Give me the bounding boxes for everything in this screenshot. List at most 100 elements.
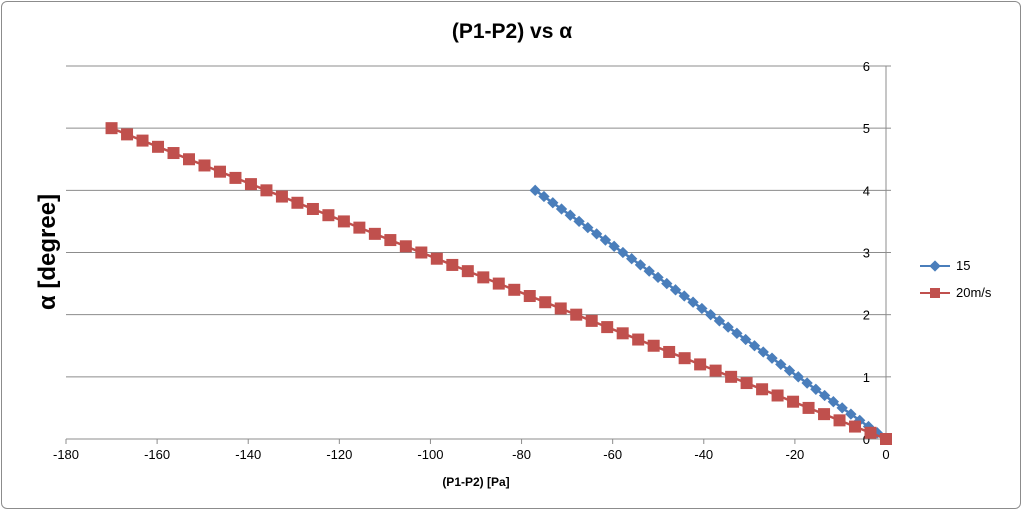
y-tick-label: 6 [863, 59, 870, 74]
data-point-20ms [492, 277, 505, 290]
data-point-20ms [880, 433, 892, 445]
data-point-20ms [771, 389, 784, 402]
y-tick-label: 3 [863, 246, 870, 261]
data-point-20ms [306, 202, 319, 215]
data-point-20ms [756, 383, 769, 396]
data-point-20ms [802, 401, 815, 414]
x-tick-label: -60 [603, 447, 622, 462]
data-point-20ms [585, 314, 598, 327]
y-axis-label: α [degree] [34, 194, 61, 310]
data-point-15 [818, 389, 831, 402]
legend-label-20ms: 20m/s [956, 285, 992, 300]
data-point-15 [722, 321, 734, 333]
data-point-15 [748, 340, 761, 352]
data-point-20ms [322, 209, 335, 222]
legend-item-15: 15 [920, 258, 970, 273]
data-point-20ms [337, 215, 350, 228]
data-point-20ms [461, 265, 474, 278]
x-tick-label: -180 [53, 447, 79, 462]
legend-item-20ms: 20m/s [920, 285, 992, 300]
data-point-20ms [694, 358, 707, 371]
data-point-20ms [275, 190, 288, 203]
data-point-20ms [415, 246, 428, 259]
data-point-20ms [213, 165, 226, 178]
data-point-20ms [508, 283, 521, 296]
y-tick-label: 0 [863, 432, 870, 447]
data-point-20ms [260, 184, 273, 197]
y-tick-label: 4 [863, 183, 870, 198]
data-point-15 [836, 402, 848, 414]
legend: 15 20m/s [920, 258, 992, 300]
data-point-20ms [152, 140, 165, 153]
data-point-15 [617, 246, 629, 259]
data-point-20ms [616, 327, 629, 340]
data-point-20ms [229, 171, 242, 184]
data-point-15 [669, 284, 682, 296]
data-point-20ms [647, 339, 660, 352]
x-tick-label: -20 [785, 447, 804, 462]
data-point-20ms [384, 234, 397, 247]
data-point-20ms [446, 258, 459, 271]
data-point-20ms [632, 333, 645, 346]
data-point-20ms [570, 308, 583, 321]
y-tick-label: 2 [863, 308, 870, 323]
data-point-15 [661, 277, 673, 290]
x-tick-label: -120 [326, 447, 352, 462]
data-point-20ms [477, 271, 490, 284]
data-point-20ms [430, 252, 443, 265]
data-point-20ms [740, 377, 753, 390]
x-tick-label: -140 [235, 447, 261, 462]
data-point-15 [731, 327, 743, 339]
data-point-20ms [136, 134, 149, 147]
data-point-20ms [818, 408, 831, 421]
legend-label-15: 15 [956, 258, 970, 273]
data-point-20ms [399, 240, 412, 253]
data-point-20ms [787, 395, 800, 408]
x-tick-label: -80 [512, 447, 531, 462]
data-point-20ms [663, 345, 676, 358]
y-tick-label: 1 [863, 370, 870, 385]
chart-title: (P1-P2) vs α [452, 20, 572, 43]
data-point-20ms [353, 221, 366, 234]
data-point-20ms [601, 321, 614, 334]
data-point-20ms [709, 364, 722, 377]
data-point-20ms [167, 147, 180, 160]
data-point-15 [590, 228, 603, 240]
legend-marker-20ms [930, 288, 940, 298]
x-tick-label: 0 [882, 447, 889, 462]
plot-area: -180 -160 -140 -120 -100 -80 -60 -40 -20 00 1 2 3 4 5 6 [53, 59, 892, 462]
data-point-20ms [198, 159, 211, 172]
y-tick-label: 5 [863, 121, 870, 136]
data-point-20ms [554, 302, 567, 315]
data-point-20ms [539, 296, 552, 309]
data-point-20ms [725, 370, 738, 383]
data-point-20ms [368, 227, 381, 240]
legend-marker-15 [929, 260, 941, 272]
data-point-15 [573, 215, 585, 228]
data-point-20ms [833, 414, 846, 427]
x-tick-label: -40 [694, 447, 713, 462]
data-point-20ms [678, 352, 691, 365]
data-point-15 [704, 309, 717, 321]
data-point-15 [599, 234, 612, 246]
x-tick-label: -100 [417, 447, 443, 462]
data-point-15 [678, 290, 690, 302]
data-point-15 [696, 302, 708, 315]
data-point-15 [713, 315, 726, 327]
data-point-15 [792, 371, 804, 383]
data-point-20ms [121, 128, 134, 141]
x-tick-label: -160 [144, 447, 170, 462]
data-point-20ms [105, 122, 118, 135]
data-point-15 [775, 358, 787, 371]
data-point-20ms [523, 290, 536, 303]
data-point-20ms [849, 420, 862, 433]
data-point-20ms [244, 178, 257, 191]
data-point-20ms [183, 153, 195, 166]
data-point-20ms [291, 196, 304, 209]
data-point-15 [766, 352, 778, 364]
data-point-15 [564, 209, 576, 221]
data-point-15 [827, 396, 840, 408]
data-point-15 [626, 253, 638, 265]
data-point-20ms [864, 426, 877, 439]
